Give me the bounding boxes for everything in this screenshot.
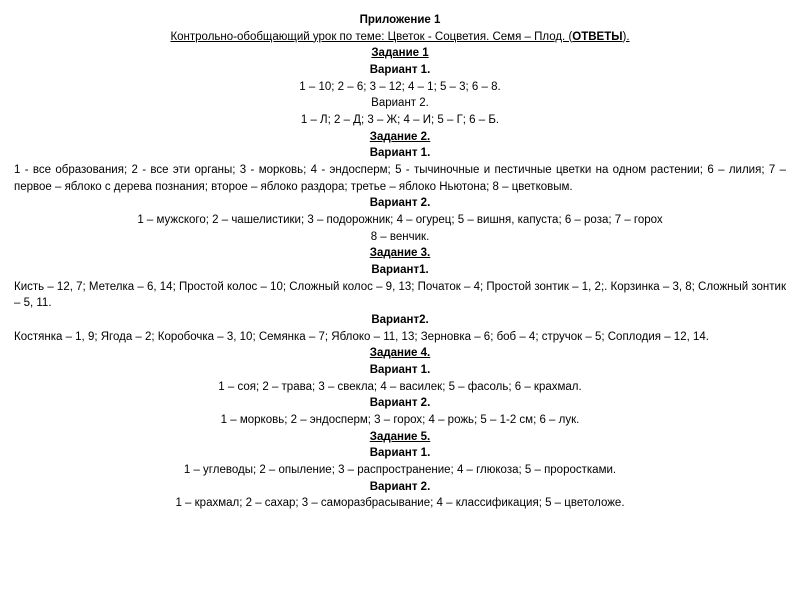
task5-heading: Задание 5.: [14, 429, 786, 446]
task2-v2-line2: 8 – венчик.: [14, 229, 786, 246]
title-suffix: ).: [623, 31, 630, 43]
task5-v2-line: 1 – крахмал; 2 – сахар; 3 – саморазбрасы…: [14, 495, 786, 512]
task3-v1-heading: Вариант1.: [14, 262, 786, 279]
page-title: Контрольно-обобщающий урок по теме: Цвет…: [14, 29, 786, 46]
task1-heading: Задание 1: [14, 45, 786, 62]
task3-heading: Задание 3.: [14, 245, 786, 262]
title-answers: ОТВЕТЫ: [572, 31, 622, 43]
title-prefix: Контрольно-обобщающий урок по теме: Цвет…: [170, 31, 572, 43]
task1-v2-line: 1 – Л; 2 – Д; 3 – Ж; 4 – И; 5 – Г; 6 – Б…: [14, 112, 786, 129]
task3-v2-heading: Вариант2.: [14, 312, 786, 329]
task2-v2-heading: Вариант 2.: [14, 195, 786, 212]
task5-v2-heading: Вариант 2.: [14, 479, 786, 496]
task4-v2-heading: Вариант 2.: [14, 395, 786, 412]
task2-v1-heading: Вариант 1.: [14, 145, 786, 162]
task5-v1-line: 1 – углеводы; 2 – опыление; 3 – распрост…: [14, 462, 786, 479]
task1-v1-heading: Вариант 1.: [14, 62, 786, 79]
task3-v1-line1: Кисть – 12, 7; Метелка – 6, 14; Простой …: [14, 279, 786, 312]
task4-v1-heading: Вариант 1.: [14, 362, 786, 379]
task4-v2-line: 1 – морковь; 2 – эндосперм; 3 – горох; 4…: [14, 412, 786, 429]
task1-v2-heading: Вариант 2.: [14, 95, 786, 112]
task1-v1-line: 1 – 10; 2 – 6; 3 – 12; 4 – 1; 5 – 3; 6 –…: [14, 79, 786, 96]
task4-heading: Задание 4.: [14, 345, 786, 362]
task2-v2-line1: 1 – мужского; 2 – чашелистики; 3 – подор…: [14, 212, 786, 229]
document-page: Приложение 1 Контрольно-обобщающий урок …: [0, 0, 800, 512]
appendix-label: Приложение 1: [14, 12, 786, 29]
task3-v2-line1: Костянка – 1, 9; Ягода – 2; Коробочка – …: [14, 329, 786, 346]
task4-v1-line: 1 – соя; 2 – трава; 3 – свекла; 4 – васи…: [14, 379, 786, 396]
task2-v1-line1: 1 - все образования; 2 - все эти органы;…: [14, 162, 786, 195]
task2-heading: Задание 2.: [14, 129, 786, 146]
task5-v1-heading: Вариант 1.: [14, 445, 786, 462]
